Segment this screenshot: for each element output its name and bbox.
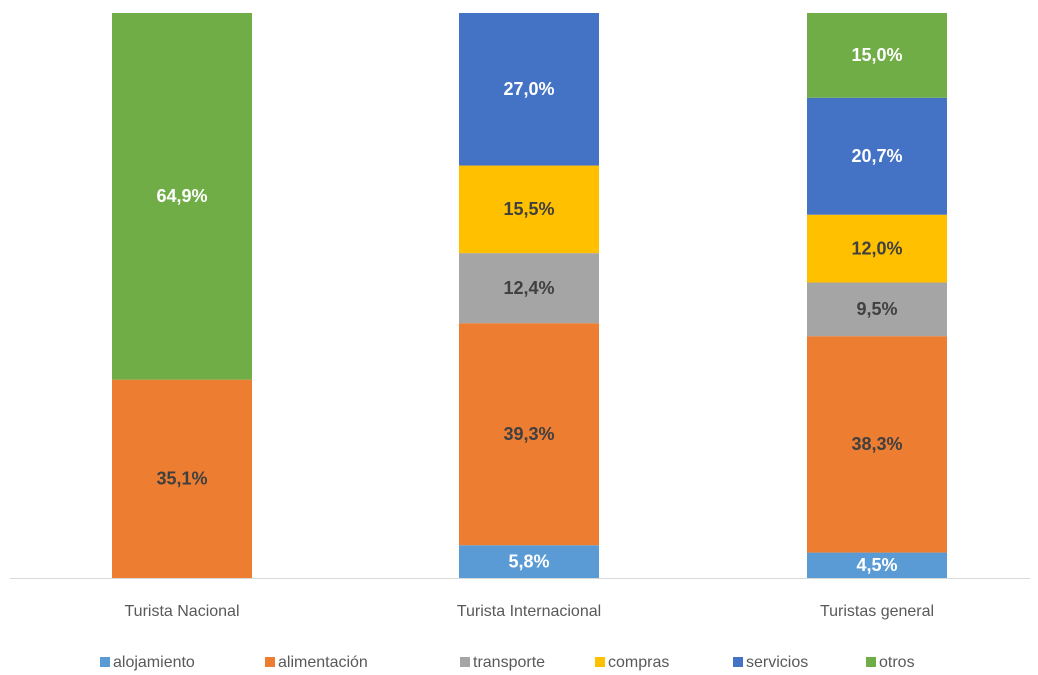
legend-swatch: [595, 657, 605, 667]
legend-label: compras: [608, 654, 669, 671]
data-label: 15,0%: [851, 45, 902, 65]
data-label: 64,9%: [156, 186, 207, 206]
data-label: 35,1%: [156, 469, 207, 489]
legend-label: servicios: [746, 654, 808, 671]
data-label: 4,5%: [856, 555, 897, 575]
bar-segment: [459, 165, 599, 254]
legend-label: alimentación: [278, 654, 368, 671]
bar-segment: [807, 552, 947, 578]
x-tick-label: Turista Nacional: [124, 603, 239, 620]
bar-segment: [807, 282, 947, 337]
legend-swatch: [733, 657, 743, 667]
data-label: 38,3%: [851, 434, 902, 454]
legend-label: transporte: [473, 654, 545, 671]
bar-segment: [459, 13, 599, 166]
data-label: 15,5%: [503, 199, 554, 219]
bar-segment: [807, 97, 947, 215]
legend-label: alojamiento: [113, 654, 195, 671]
bar-segment: [807, 214, 947, 283]
bar-segment: [807, 13, 947, 98]
bar-segment: [112, 379, 252, 578]
bar-segment: [459, 323, 599, 546]
data-label: 12,4%: [503, 278, 554, 298]
data-label: 9,5%: [856, 299, 897, 319]
legend-label: otros: [879, 654, 915, 671]
legend-swatch: [460, 657, 470, 667]
x-tick-label: Turistas general: [820, 603, 934, 620]
x-tick-label: Turista Internacional: [457, 603, 601, 620]
legend-swatch: [866, 657, 876, 667]
data-label: 12,0%: [851, 238, 902, 258]
bar-segment: [459, 545, 599, 578]
bar-segment: [459, 253, 599, 324]
data-label: 39,3%: [503, 424, 554, 444]
legend-swatch: [265, 657, 275, 667]
data-label: 5,8%: [508, 551, 549, 571]
bar-segment: [112, 13, 252, 380]
data-label: 20,7%: [851, 146, 902, 166]
data-label: 27,0%: [503, 79, 554, 99]
bar-segment: [807, 336, 947, 553]
legend-swatch: [100, 657, 110, 667]
